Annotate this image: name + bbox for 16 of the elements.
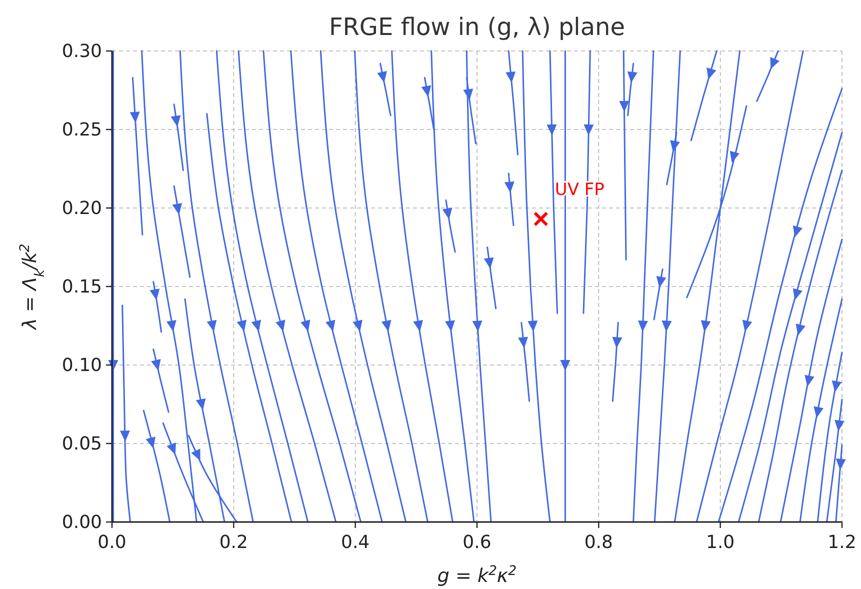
y-tick-label: 0.30 <box>62 41 102 62</box>
x-tick-label: 0.6 <box>462 532 492 553</box>
x-tick-label: 1.2 <box>828 532 856 553</box>
y-tick-label: 0.10 <box>62 355 102 376</box>
y-tick-label: 0.00 <box>62 512 102 533</box>
y-tick-label: 0.15 <box>62 276 102 298</box>
chart-title: FRGE flow in (g, λ) plane <box>328 13 626 41</box>
x-tick-label: 0.0 <box>98 532 126 553</box>
y-tick-label: 0.05 <box>62 434 102 454</box>
x-tick-label: 0.2 <box>219 532 248 553</box>
x-axis-title: g = k$^{2}$κ$^{2}$ <box>437 564 517 587</box>
x-tick-label: 0.4 <box>341 532 370 553</box>
y-tick-label: 0.20 <box>62 198 102 219</box>
x-tick-label: 1.0 <box>706 532 735 553</box>
y-tick-label: 0.25 <box>62 120 102 140</box>
x-tick-label: 0.8 <box>584 532 613 553</box>
